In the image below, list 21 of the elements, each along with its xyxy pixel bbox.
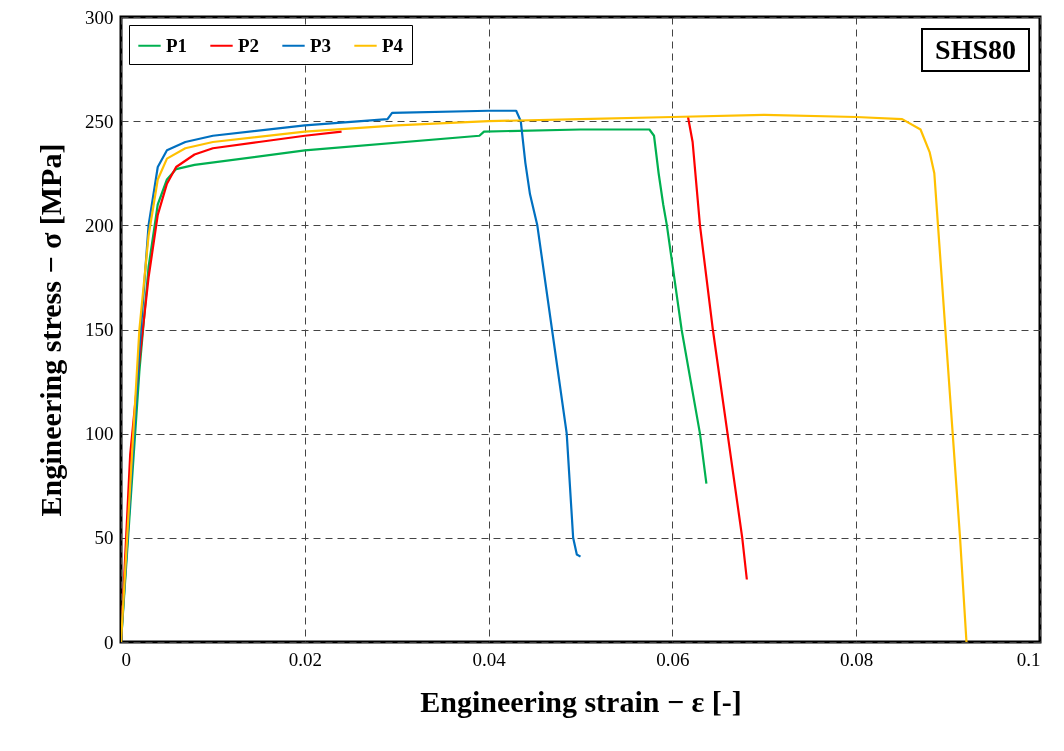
y-tick-label: 300 bbox=[85, 6, 114, 28]
y-tick-label: 150 bbox=[85, 319, 114, 340]
legend-label: P4 bbox=[382, 34, 404, 56]
y-axis-title: Engineering stress − σ [MPa] bbox=[34, 143, 67, 517]
legend-label: P2 bbox=[238, 34, 260, 56]
x-tick-label: 0.1 bbox=[1016, 648, 1041, 670]
x-tick-label: 0.04 bbox=[472, 648, 507, 670]
line-series bbox=[121, 113, 968, 642]
y-tick-label: 100 bbox=[85, 423, 114, 445]
annotation: SHS80 bbox=[921, 28, 1030, 72]
legend-label: P1 bbox=[166, 34, 188, 56]
y-tick-label: 250 bbox=[85, 110, 114, 132]
y-tick-label: 50 bbox=[94, 527, 114, 549]
x-axis-title: Engineering strain − ε [-] bbox=[420, 684, 742, 718]
x-tick-label: 0 bbox=[121, 648, 131, 670]
legend-label: P3 bbox=[310, 34, 332, 56]
y-tick-label: 200 bbox=[85, 214, 114, 236]
x-tick-label: 0.02 bbox=[288, 648, 322, 670]
x-tick-label: 0.08 bbox=[840, 648, 874, 670]
x-tick-label: 0.06 bbox=[656, 648, 690, 670]
y-tick-label: 0 bbox=[104, 631, 114, 653]
